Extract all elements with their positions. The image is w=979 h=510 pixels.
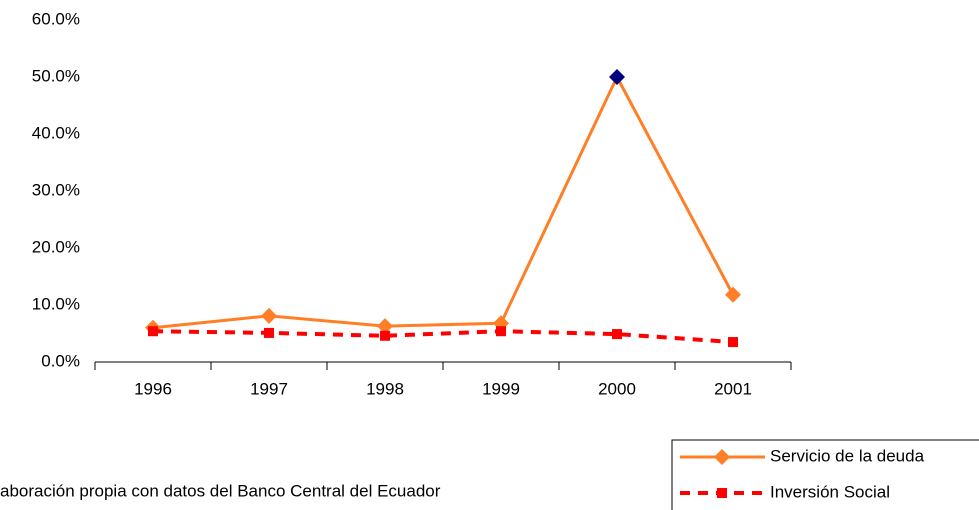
x-tick-label: 2000	[598, 379, 636, 398]
x-tick-label: 1998	[366, 379, 404, 398]
y-tick-label: 20.0%	[32, 237, 80, 256]
point	[377, 318, 393, 335]
x-tick-label: 1999	[482, 379, 520, 398]
y-tick-label: 30.0%	[32, 180, 80, 199]
point	[496, 326, 506, 337]
source-note: aboración propia con datos del Banco Cen…	[0, 481, 441, 500]
legend-marker	[714, 449, 730, 465]
series-line	[152, 329, 734, 345]
x-tick-label: 1997	[250, 379, 288, 398]
series-line	[152, 73, 735, 330]
point	[728, 337, 738, 348]
point	[725, 286, 741, 303]
legend-label: Servicio de la deuda	[770, 446, 925, 465]
y-tick-label: 60.0%	[32, 9, 80, 28]
legend-label: Inversión Social	[770, 482, 890, 501]
legend-marker	[717, 488, 727, 498]
x-tick-label: 2001	[714, 379, 752, 398]
point	[148, 326, 158, 337]
y-tick-label: 50.0%	[32, 66, 80, 85]
point	[612, 329, 622, 340]
point	[609, 69, 625, 85]
point	[264, 327, 274, 338]
point	[380, 330, 390, 341]
y-tick-label: 40.0%	[32, 123, 80, 142]
x-tick-label: 1996	[134, 379, 172, 398]
point	[261, 307, 277, 324]
y-tick-label: 10.0%	[32, 294, 80, 313]
y-tick-label: 0.0%	[41, 351, 80, 370]
